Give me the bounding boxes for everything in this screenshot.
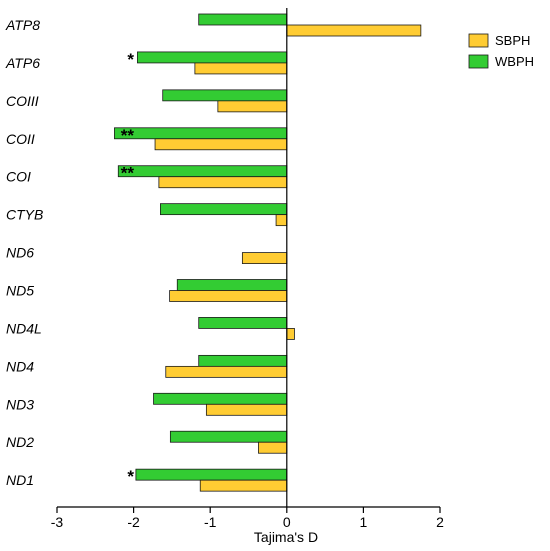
gene-label-nd1: ND1: [6, 472, 34, 488]
legend: SBPH WBPH: [468, 33, 534, 69]
x-tick-label: -2: [127, 514, 140, 530]
bar-wbph-nd4l: [198, 317, 288, 329]
gene-label-coi: COI: [6, 169, 31, 185]
bar-sbph-nd1: [199, 479, 288, 492]
gene-label-atp8: ATP8: [5, 17, 40, 33]
bar-wbph-nd1: [135, 468, 288, 481]
gene-labels: ATP8 ATP6 * COIII COII ** COI ** CTYB ND6 ND5 ND4L N…: [5, 17, 134, 488]
bar-sbph-atp6: [194, 62, 288, 75]
bar-sbph-atp8: [286, 24, 422, 37]
bar-sbph-nd5: [169, 290, 288, 302]
x-tick-label: 2: [436, 514, 444, 530]
x-axis-label: Tajima's D: [254, 529, 318, 545]
bar-sbph-nd4l: [286, 328, 295, 340]
bar-wbph-atp8: [198, 13, 288, 26]
bar-wbph-ctyb: [160, 203, 288, 216]
x-tick-label: -3: [51, 514, 64, 530]
significance-marker-coi: **: [121, 164, 135, 183]
gene-label-nd5: ND5: [6, 283, 34, 299]
bar-wbph-nd3: [153, 392, 288, 405]
bar-wbph-coii: [114, 127, 288, 140]
gene-label-nd2: ND2: [6, 434, 34, 450]
significance-marker-nd1: *: [127, 467, 134, 486]
bar-sbph-ctyb: [275, 214, 288, 227]
gene-label-atp6: ATP6: [5, 55, 40, 71]
bar-wbph-nd4: [198, 354, 288, 367]
x-tick-label: 1: [360, 514, 368, 530]
bar-wbph-coi: [117, 165, 288, 178]
legend-swatch-sbph: [468, 33, 489, 48]
x-tick-label: 0: [283, 514, 291, 530]
significance-marker-coii: **: [121, 126, 135, 145]
gene-label-ctyb: CTYB: [6, 207, 43, 223]
significance-marker-atp6: *: [127, 50, 134, 69]
bar-sbph-coii: [154, 138, 288, 151]
gene-label-nd4: ND4: [6, 358, 34, 374]
gene-label-nd6: ND6: [6, 245, 34, 261]
bars-layer: [114, 13, 422, 492]
bar-sbph-nd6: [241, 252, 288, 264]
bar-sbph-coi: [158, 176, 288, 189]
x-tick-label: -1: [204, 514, 217, 530]
bar-sbph-nd2: [258, 441, 288, 454]
gene-label-nd3: ND3: [6, 396, 34, 412]
bar-sbph-nd3: [205, 403, 288, 416]
bar-wbph-nd2: [169, 430, 288, 443]
axes-layer: -3 -2 -1 0 1 2: [51, 8, 444, 530]
gene-label-nd4l: ND4L: [6, 320, 42, 336]
bar-sbph-coiii: [217, 100, 288, 113]
legend-label-wbph: WBPH: [495, 54, 534, 69]
bar-wbph-nd5: [176, 279, 288, 291]
gene-label-coii: COII: [6, 131, 35, 147]
bar-wbph-coiii: [162, 89, 288, 102]
bar-sbph-nd4: [165, 365, 288, 378]
bar-wbph-atp6: [137, 51, 288, 64]
legend-swatch-wbph: [468, 54, 489, 69]
legend-label-sbph: SBPH: [495, 33, 530, 48]
gene-label-coiii: COIII: [6, 93, 39, 109]
